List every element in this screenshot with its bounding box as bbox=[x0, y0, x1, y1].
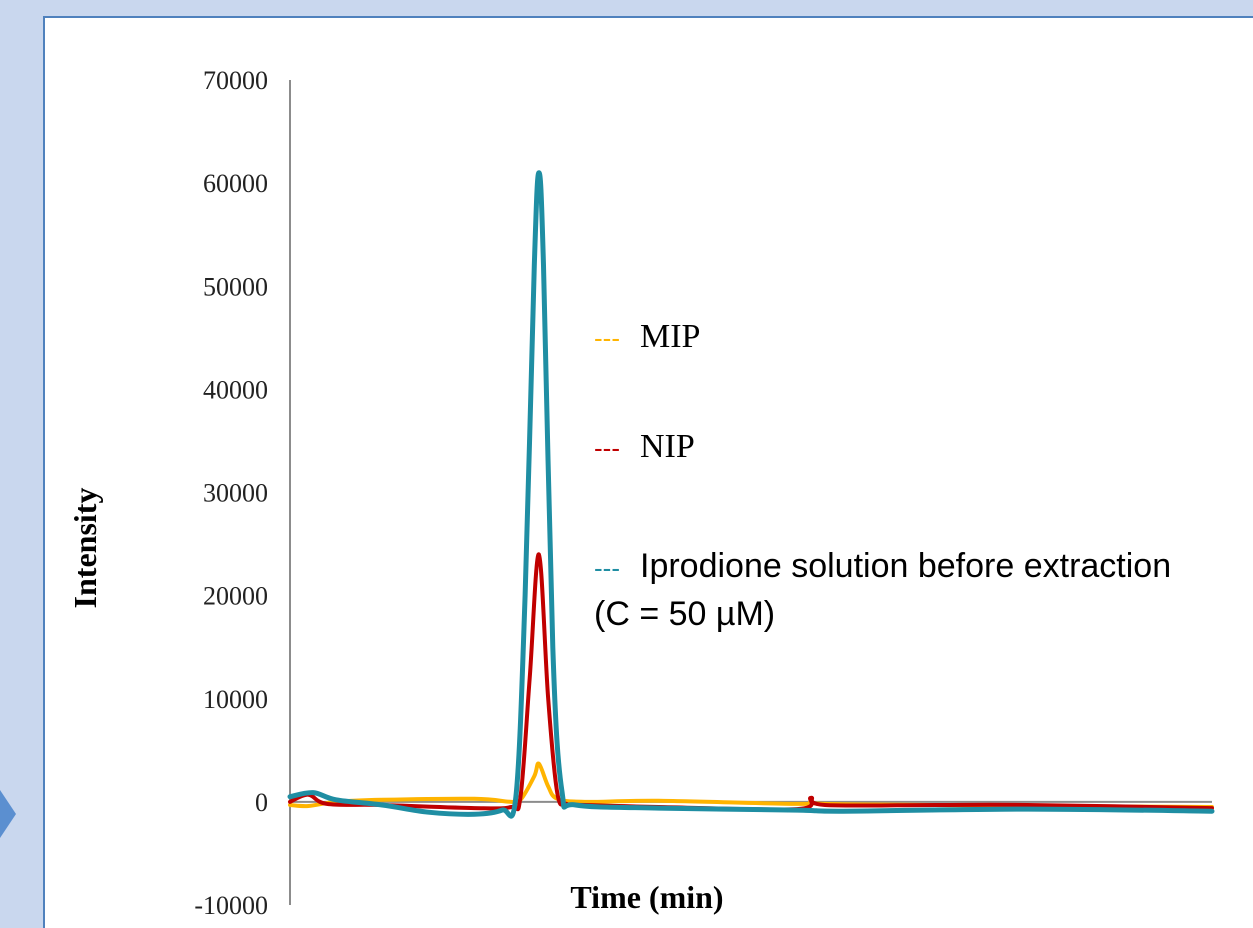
legend-marker: --- bbox=[594, 553, 620, 583]
series-line-2 bbox=[288, 552, 1214, 812]
y-tick-label: 20000 bbox=[203, 582, 268, 611]
y-tick-label: 0 bbox=[255, 788, 268, 817]
y-tick-labels: -10000 0 10000 20000 30000 40000 50000 60000 700… bbox=[194, 66, 268, 920]
chart-series bbox=[287, 170, 1215, 819]
legend-marker: --- bbox=[594, 323, 620, 353]
legend-label: NIP bbox=[640, 428, 695, 465]
y-tick-label: 40000 bbox=[203, 375, 268, 404]
series-line-3 bbox=[287, 170, 1215, 819]
series-line-1 bbox=[288, 761, 1214, 809]
legend-label: MIP bbox=[640, 318, 700, 355]
legend-item-3: --- Iprodione solution before extraction(… bbox=[594, 547, 1171, 633]
x-axis-title: Time (min) bbox=[570, 879, 723, 915]
legend-label: Iprodione solution before extraction (C =… bbox=[594, 547, 1171, 633]
slide-arrow-decoration bbox=[0, 790, 16, 838]
y-tick-label: 60000 bbox=[203, 169, 268, 198]
legend-item-1: --- MIP bbox=[594, 318, 700, 355]
chart-panel bbox=[43, 16, 1253, 928]
legend-item-2: --- NIP bbox=[594, 428, 695, 465]
y-axis-title: Intensity bbox=[67, 488, 103, 609]
y-tick-label: -10000 bbox=[194, 891, 268, 920]
y-tick-label: 30000 bbox=[203, 479, 268, 508]
chart-legend: --- MIP--- NIP--- Iprodione solution before… bbox=[594, 318, 1171, 633]
y-tick-label: 10000 bbox=[203, 685, 268, 714]
y-tick-label: 50000 bbox=[203, 272, 268, 301]
chart-axes bbox=[289, 80, 1212, 905]
legend-marker: --- bbox=[594, 433, 620, 463]
y-tick-label: 70000 bbox=[203, 66, 268, 95]
